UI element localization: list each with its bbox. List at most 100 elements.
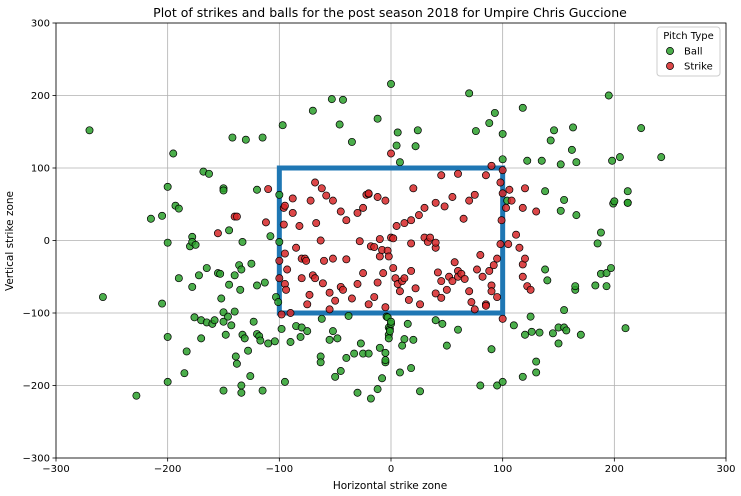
point-ball — [339, 95, 347, 104]
point-ball — [385, 327, 394, 336]
point-strike — [521, 184, 529, 193]
point-ball — [608, 156, 617, 165]
point-ball — [264, 339, 273, 348]
point-ball — [270, 337, 279, 346]
point-ball — [498, 129, 507, 138]
point-ball — [325, 335, 334, 344]
y-tick-label: −300 — [23, 454, 50, 465]
point-ball — [602, 282, 611, 291]
legend: Pitch Type Ball Strike — [656, 26, 721, 77]
y-tick-label: 200 — [31, 91, 50, 102]
point-ball — [465, 89, 474, 98]
point-strike — [400, 219, 409, 228]
point-strike — [359, 203, 368, 212]
point-strike — [306, 196, 315, 205]
point-ball — [163, 238, 172, 247]
x-tick-label: −100 — [266, 464, 293, 475]
point-ball — [537, 156, 546, 165]
point-ball — [258, 133, 267, 142]
point-strike — [498, 189, 507, 198]
point-strike — [505, 185, 514, 194]
point-ball — [610, 197, 619, 206]
point-strike — [442, 285, 451, 294]
point-ball — [182, 347, 191, 356]
point-strike — [416, 300, 424, 309]
point-strike — [280, 201, 289, 210]
legend-label-ball: Ball — [684, 47, 703, 58]
point-ball — [237, 265, 246, 274]
point-strike — [288, 194, 297, 203]
point-ball — [258, 386, 267, 395]
point-strike — [481, 171, 490, 180]
point-ball — [240, 334, 249, 343]
point-ball — [387, 317, 395, 326]
point-strike — [467, 298, 476, 307]
point-strike — [487, 287, 496, 296]
point-ball — [303, 327, 312, 336]
point-strike — [431, 198, 440, 207]
point-ball — [163, 377, 172, 386]
point-ball — [236, 285, 245, 294]
point-ball — [490, 108, 499, 117]
point-ball — [336, 367, 345, 375]
point-ball — [407, 364, 416, 373]
point-strike — [395, 287, 404, 296]
point-ball — [532, 368, 541, 377]
point-ball — [277, 325, 286, 333]
point-ball — [231, 352, 240, 361]
point-strike — [302, 256, 311, 265]
point-ball — [266, 232, 275, 241]
point-ball — [596, 228, 605, 237]
point-strike — [336, 207, 345, 216]
point-ball — [411, 142, 420, 151]
point-ball — [190, 313, 199, 322]
point-ball — [560, 195, 569, 204]
point-ball — [350, 349, 359, 358]
point-strike — [450, 258, 459, 267]
point-ball — [253, 185, 261, 194]
point-strike — [279, 220, 288, 229]
point-ball — [607, 264, 615, 272]
point-strike — [518, 203, 527, 212]
point-ball — [527, 327, 536, 336]
point-strike — [411, 284, 420, 293]
point-ball — [230, 271, 239, 280]
point-strike — [470, 190, 479, 199]
point-ball — [228, 133, 237, 142]
point-ball — [393, 128, 402, 137]
point-strike — [389, 264, 398, 272]
chart-title: Plot of strikes and balls for the post s… — [153, 5, 627, 20]
point-ball — [431, 316, 440, 325]
point-strike — [325, 305, 334, 314]
point-strike — [493, 254, 502, 263]
point-strike — [347, 294, 356, 303]
point-ball — [353, 388, 362, 397]
point-ball — [85, 126, 94, 135]
point-strike — [353, 208, 362, 217]
point-ball — [556, 160, 565, 169]
point-ball — [205, 169, 213, 178]
point-strike — [339, 285, 347, 294]
point-ball — [227, 321, 236, 330]
point-ball — [308, 106, 317, 115]
point-ball — [219, 386, 228, 395]
point-ball — [238, 237, 247, 246]
point-strike — [303, 300, 312, 309]
point-ball — [526, 312, 535, 321]
point-strike — [498, 166, 507, 175]
point-ball — [657, 153, 666, 162]
point-strike — [375, 252, 384, 261]
point-ball — [163, 332, 172, 341]
point-strike — [465, 196, 474, 205]
x-tick-label: 0 — [388, 464, 394, 475]
point-ball — [328, 327, 337, 336]
point-strike — [502, 203, 510, 212]
point-strike — [379, 269, 388, 278]
point-ball — [194, 271, 203, 280]
point-ball — [174, 274, 183, 283]
point-ball — [232, 359, 241, 368]
point-strike — [431, 289, 440, 298]
point-ball — [247, 259, 256, 268]
point-strike — [328, 196, 337, 205]
point-strike — [381, 303, 390, 312]
